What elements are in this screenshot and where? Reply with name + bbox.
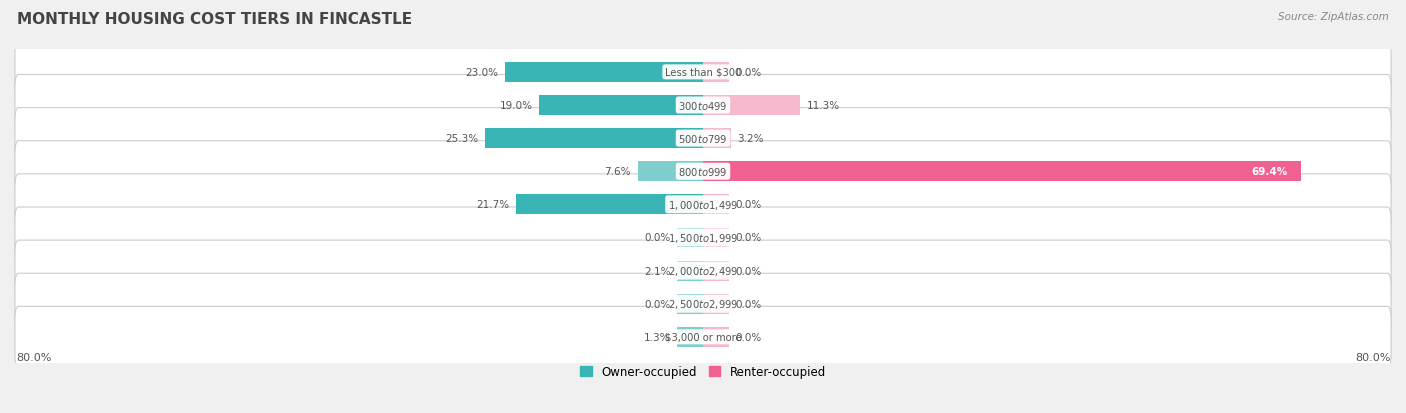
Bar — [703, 294, 728, 314]
Text: 0.0%: 0.0% — [735, 299, 762, 309]
Bar — [505, 63, 703, 83]
Legend: Owner-occupied, Renter-occupied: Owner-occupied, Renter-occupied — [575, 360, 831, 383]
Text: 80.0%: 80.0% — [1355, 352, 1391, 362]
Bar — [703, 195, 728, 215]
Text: 0.0%: 0.0% — [735, 332, 762, 342]
Bar — [703, 63, 728, 83]
FancyBboxPatch shape — [15, 75, 1391, 136]
FancyBboxPatch shape — [15, 174, 1391, 235]
Text: $3,000 or more: $3,000 or more — [665, 332, 741, 342]
Text: 0.0%: 0.0% — [735, 266, 762, 276]
Text: 69.4%: 69.4% — [1251, 167, 1288, 177]
Text: $2,500 to $2,999: $2,500 to $2,999 — [668, 297, 738, 311]
FancyBboxPatch shape — [15, 273, 1391, 335]
FancyBboxPatch shape — [15, 42, 1391, 103]
Bar — [678, 294, 703, 314]
Text: 7.6%: 7.6% — [605, 167, 631, 177]
Text: 21.7%: 21.7% — [477, 200, 509, 210]
Bar — [540, 96, 703, 116]
Text: $500 to $799: $500 to $799 — [678, 133, 728, 145]
Bar — [485, 129, 703, 149]
Text: 25.3%: 25.3% — [446, 134, 478, 144]
Text: 11.3%: 11.3% — [807, 101, 841, 111]
Text: 0.0%: 0.0% — [644, 299, 671, 309]
Text: 1.3%: 1.3% — [644, 332, 671, 342]
FancyBboxPatch shape — [15, 108, 1391, 169]
Text: 23.0%: 23.0% — [465, 68, 498, 78]
Text: 0.0%: 0.0% — [735, 68, 762, 78]
Text: MONTHLY HOUSING COST TIERS IN FINCASTLE: MONTHLY HOUSING COST TIERS IN FINCASTLE — [17, 12, 412, 27]
Bar — [678, 261, 703, 281]
Bar — [678, 327, 703, 347]
Bar — [678, 228, 703, 248]
FancyBboxPatch shape — [15, 141, 1391, 202]
Bar — [516, 195, 703, 215]
Text: 0.0%: 0.0% — [735, 200, 762, 210]
Bar — [637, 162, 703, 182]
FancyBboxPatch shape — [15, 306, 1391, 368]
Bar — [703, 96, 800, 116]
Text: 80.0%: 80.0% — [15, 352, 51, 362]
Bar — [703, 327, 728, 347]
Text: $300 to $499: $300 to $499 — [678, 100, 728, 112]
Text: 3.2%: 3.2% — [738, 134, 763, 144]
FancyBboxPatch shape — [15, 240, 1391, 301]
FancyBboxPatch shape — [15, 207, 1391, 268]
Bar — [703, 162, 1301, 182]
Text: $800 to $999: $800 to $999 — [678, 166, 728, 178]
Bar — [703, 261, 728, 281]
Text: 2.1%: 2.1% — [644, 266, 671, 276]
Text: $1,000 to $1,499: $1,000 to $1,499 — [668, 198, 738, 211]
Text: $2,000 to $2,499: $2,000 to $2,499 — [668, 264, 738, 278]
Bar — [703, 129, 731, 149]
Bar — [703, 228, 728, 248]
Text: 0.0%: 0.0% — [735, 233, 762, 243]
Text: Source: ZipAtlas.com: Source: ZipAtlas.com — [1278, 12, 1389, 22]
Text: 19.0%: 19.0% — [499, 101, 533, 111]
Text: Less than $300: Less than $300 — [665, 68, 741, 78]
Text: 0.0%: 0.0% — [644, 233, 671, 243]
Text: $1,500 to $1,999: $1,500 to $1,999 — [668, 231, 738, 244]
